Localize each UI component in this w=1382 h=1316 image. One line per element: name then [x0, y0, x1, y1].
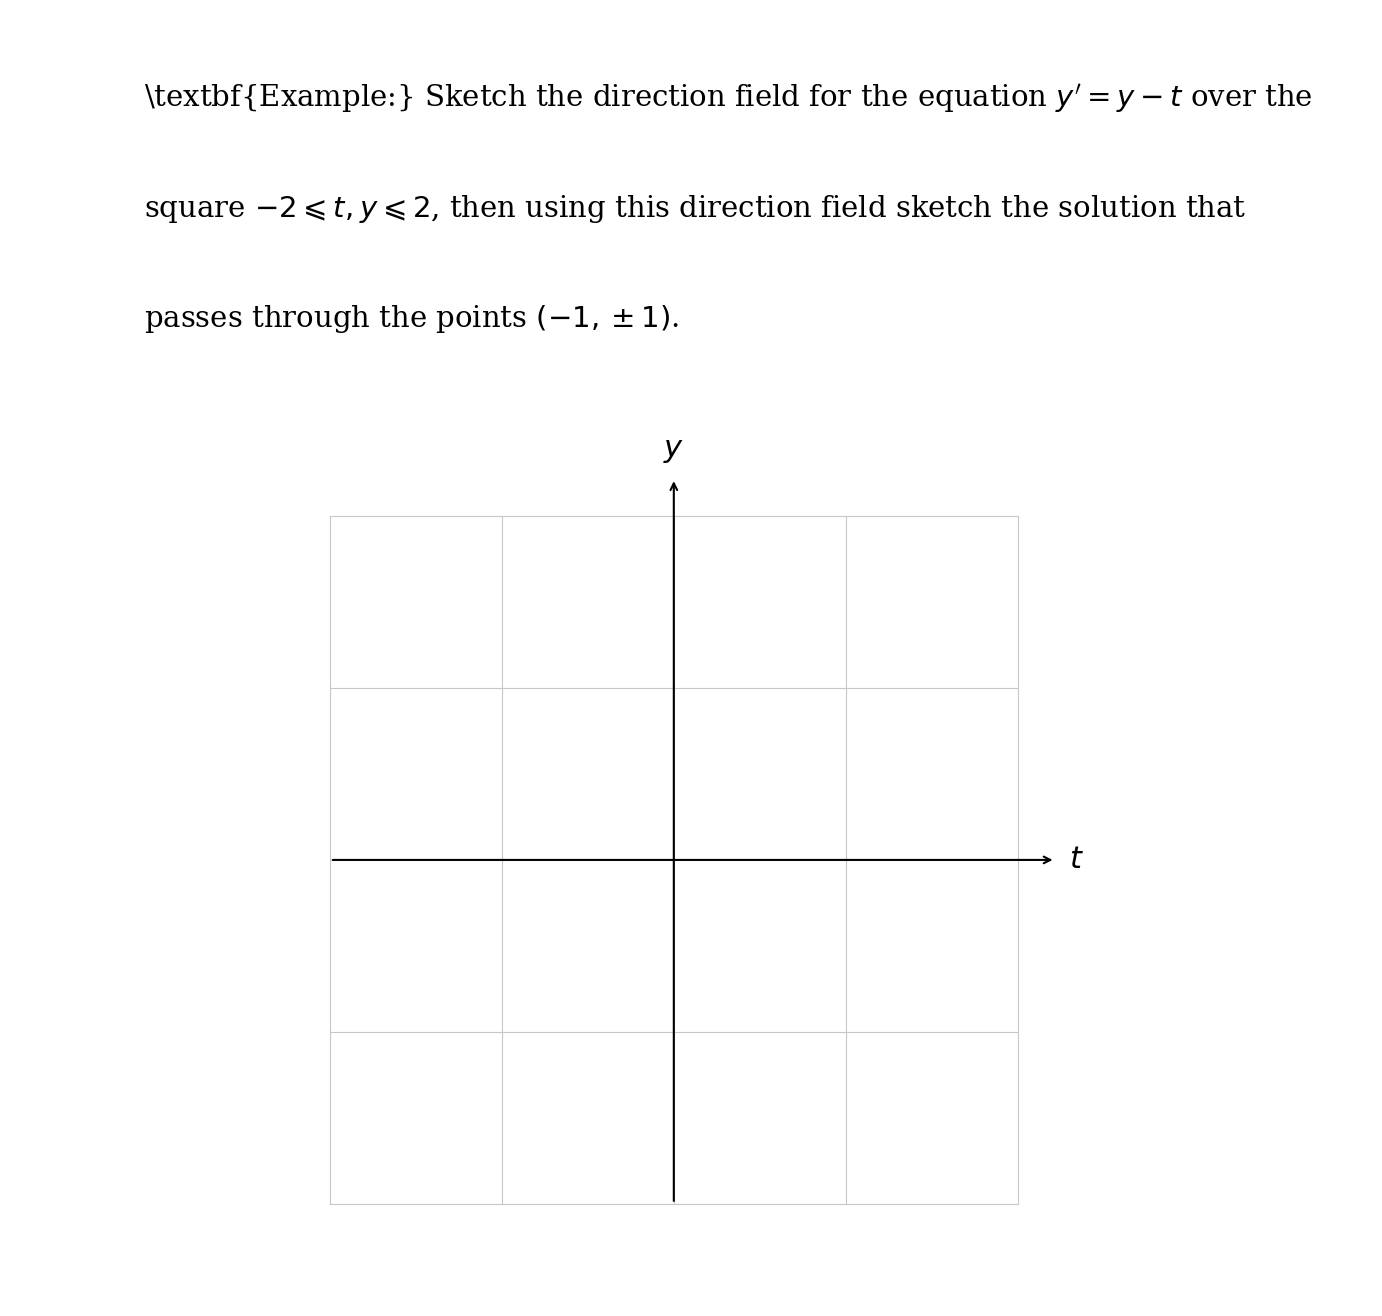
- Text: $y$: $y$: [663, 433, 684, 465]
- Text: $t$: $t$: [1070, 845, 1083, 875]
- Text: \textbf{Example:} Sketch the direction field for the equation $y^{\prime} = y - : \textbf{Example:} Sketch the direction f…: [144, 82, 1313, 116]
- Text: square $-2 \leqslant t, y \leqslant 2$, then using this direction field sketch t: square $-2 \leqslant t, y \leqslant 2$, …: [144, 192, 1247, 225]
- Text: passes through the points $(-1, \pm 1)$.: passes through the points $(-1, \pm 1)$.: [144, 303, 680, 336]
